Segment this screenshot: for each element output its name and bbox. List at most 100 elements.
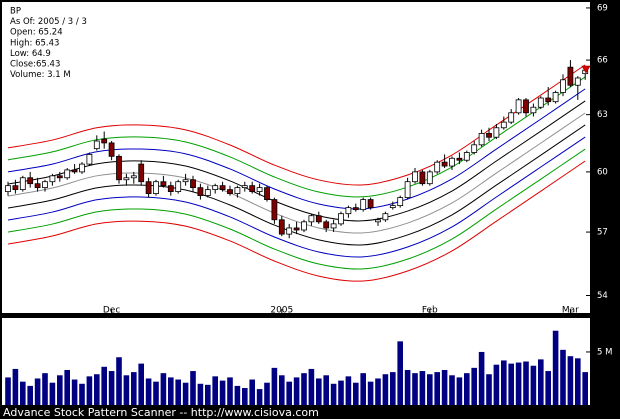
- candle-body: [234, 187, 241, 194]
- candle-body: [434, 161, 441, 173]
- volume-bar: [456, 377, 463, 405]
- volume-bar: [471, 367, 477, 405]
- volume-bar: [427, 374, 433, 405]
- candle-body: [160, 181, 167, 187]
- candle-body: [212, 185, 219, 191]
- band-line: [7, 64, 586, 186]
- candle-body: [567, 66, 574, 86]
- band-line: [7, 112, 586, 234]
- volume-bar: [234, 385, 241, 405]
- volume-bar: [375, 378, 381, 405]
- volume-bar: [116, 357, 122, 405]
- candle-body: [130, 175, 137, 179]
- candle-body: [530, 106, 537, 114]
- candle-body: [241, 185, 248, 189]
- candle-body: [463, 152, 470, 161]
- volume-bar: [138, 363, 144, 405]
- candle-body: [375, 219, 381, 223]
- volume-bar: [94, 374, 100, 405]
- volume-bar: [464, 373, 470, 405]
- axes: 54 57 60 63 66 69 5 M Dec 2005 Feb Mar: [103, 3, 613, 357]
- candle-body: [323, 221, 330, 229]
- candle-body: [515, 99, 522, 114]
- volume-bar: [575, 358, 581, 405]
- volume-bar: [301, 373, 307, 405]
- volume-bar: [175, 379, 181, 405]
- volume-bar: [316, 378, 322, 405]
- volume-bar: [538, 359, 544, 405]
- candle-body: [419, 171, 426, 185]
- band-line: [7, 88, 586, 210]
- volume-bar: [501, 360, 507, 405]
- candle-body: [49, 175, 56, 183]
- candle-body: [508, 112, 515, 123]
- candle-body: [278, 219, 285, 235]
- x-tick-label: Dec: [103, 306, 120, 316]
- volume-bar: [71, 379, 78, 405]
- volume-bar: [34, 378, 41, 405]
- volume-bar: [582, 372, 588, 405]
- volume-bar: [153, 381, 159, 405]
- candle-body: [545, 97, 552, 103]
- candle-body: [367, 199, 374, 209]
- candle-body: [145, 181, 152, 194]
- volume-bar: [227, 377, 233, 405]
- volume-bar: [101, 366, 107, 405]
- volume-bar: [86, 376, 93, 405]
- candle-body: [204, 189, 211, 196]
- candle-body: [293, 227, 300, 231]
- volume-bars: [5, 330, 588, 405]
- candle-body: [64, 169, 71, 179]
- candle-body: [79, 163, 85, 173]
- volume-bar: [508, 363, 514, 405]
- candle-body: [471, 144, 478, 153]
- volume-bar: [131, 372, 137, 405]
- candle-body: [182, 179, 189, 183]
- volume-bar: [345, 376, 352, 405]
- candle-body: [441, 161, 448, 167]
- y-tick-label: 63: [597, 110, 608, 120]
- volume-bar: [197, 383, 204, 405]
- candle-body: [175, 181, 182, 193]
- candle-body: [552, 92, 559, 103]
- volume-bar: [49, 382, 56, 405]
- candle-body: [397, 197, 404, 207]
- info-line: Low: 64.9: [10, 49, 51, 59]
- volume-bar: [145, 378, 152, 405]
- candle-body: [19, 177, 26, 191]
- volume-bar: [404, 369, 411, 405]
- volume-bar: [205, 384, 211, 405]
- volume-bar: [212, 376, 218, 405]
- candle-body: [123, 177, 130, 181]
- candle-body: [86, 154, 93, 165]
- info-line: As Of: 2005 / 3 / 3: [10, 17, 87, 27]
- candle-body: [5, 185, 11, 193]
- volume-bar: [397, 341, 403, 405]
- volume-bar: [20, 381, 26, 405]
- price-panel: [2, 2, 590, 313]
- y-tick-label: 60: [597, 167, 608, 177]
- volume-tick-label: 5 M: [597, 347, 612, 357]
- candle-body: [42, 181, 48, 189]
- candle-body: [56, 175, 63, 179]
- candle-body: [286, 227, 293, 235]
- candle-body: [34, 183, 41, 189]
- candle-body: [93, 140, 100, 150]
- x-tick-label: Feb: [422, 306, 438, 316]
- candle-body: [537, 97, 544, 108]
- volume-bar: [279, 375, 285, 405]
- candle-body: [493, 127, 500, 138]
- volume-bar: [293, 377, 300, 405]
- candles: [5, 60, 589, 239]
- candle-body: [101, 138, 108, 144]
- bands: [7, 64, 586, 282]
- volume-bar: [486, 374, 492, 405]
- band-line: [7, 148, 586, 270]
- candle-body: [500, 121, 507, 129]
- volume-bar: [330, 383, 337, 405]
- volume-bar: [249, 379, 255, 405]
- candle-body: [330, 223, 337, 229]
- candle-body: [264, 187, 270, 200]
- candle-body: [404, 181, 411, 198]
